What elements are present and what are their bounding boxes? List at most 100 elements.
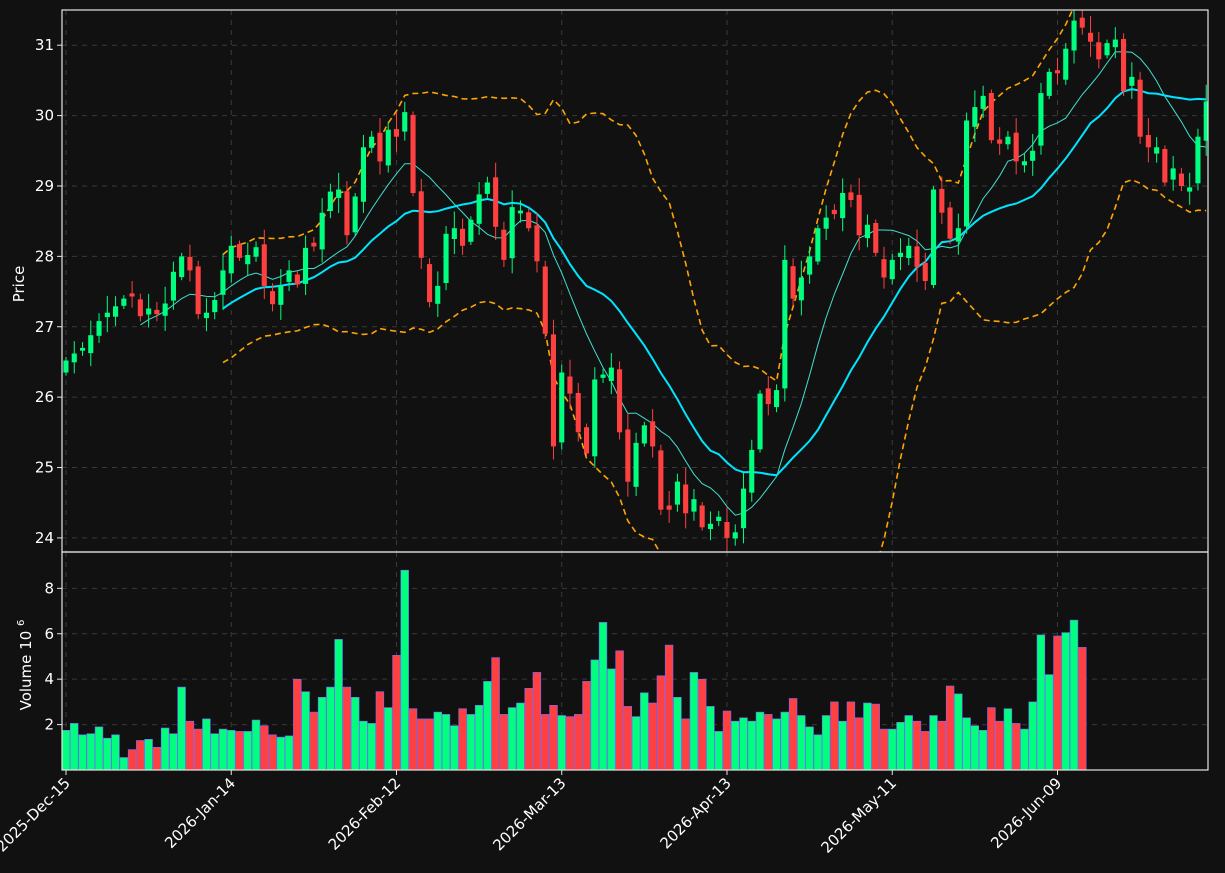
- candle-body: [311, 242, 317, 247]
- volume-bar: [350, 696, 360, 771]
- candle-body: [1038, 93, 1044, 146]
- candle-body: [724, 522, 730, 538]
- candle-body: [592, 379, 598, 457]
- volume-bar: [995, 720, 1004, 771]
- candle-body: [377, 132, 383, 162]
- date-tick-label: 2026-Jan-14: [161, 774, 239, 852]
- candle-body: [707, 523, 713, 529]
- candle-body: [757, 393, 763, 450]
- volume-bar: [640, 692, 649, 771]
- volume-bar: [218, 728, 228, 771]
- date-tick-label: 2026-Apr-13: [657, 774, 735, 852]
- candle-body: [418, 191, 424, 258]
- volume-bar: [1011, 723, 1021, 771]
- volume-bar: [681, 718, 690, 771]
- volume-bar: [317, 696, 327, 771]
- candle-body: [146, 308, 152, 315]
- volume-bar: [772, 718, 781, 771]
- volume-bar: [359, 720, 368, 771]
- volume-bar: [896, 721, 905, 771]
- volume-bar: [392, 654, 401, 771]
- candle-body: [352, 196, 358, 233]
- date-tick-label: 2025-Dec-15: [0, 774, 74, 855]
- candle-body: [360, 147, 366, 202]
- volume-bar: [879, 728, 889, 771]
- candle-body: [1021, 161, 1027, 166]
- volume-bar: [607, 668, 616, 771]
- volume-bar: [623, 706, 633, 771]
- volume-axis-exponent: 10: [17, 631, 35, 650]
- candle-body: [1071, 20, 1077, 51]
- candle-body: [699, 505, 705, 528]
- candle-body: [468, 219, 474, 242]
- candle-body: [228, 245, 234, 274]
- lower-band-line: [222, 178, 1207, 552]
- volume-bar: [904, 715, 913, 771]
- candle-body: [113, 306, 119, 317]
- volume-bar: [334, 639, 343, 771]
- volume-bar: [656, 675, 666, 771]
- candle-body: [1187, 187, 1193, 192]
- candle-body: [980, 95, 986, 109]
- candle-body: [807, 256, 813, 275]
- volume-bar: [631, 716, 641, 771]
- candle-body: [410, 114, 416, 193]
- date-tick-label: 2026-Jun-09: [987, 774, 1065, 852]
- candle-body: [947, 207, 953, 239]
- date-axis-ticks: 2025-Dec-15 2026-Jan-14 2026-Feb-12 2026-Ma…: [0, 770, 1065, 857]
- volume-bar: [243, 731, 252, 771]
- volume-tick-label: 8: [44, 579, 54, 597]
- volume-bar: [127, 749, 137, 771]
- ma-fast-line: [140, 51, 1207, 516]
- volume-bar: [152, 746, 162, 771]
- volume-bar: [755, 711, 765, 771]
- volume-bar: [293, 678, 302, 771]
- candle-body: [1005, 136, 1011, 145]
- candle-body: [1203, 101, 1208, 141]
- candle-body: [914, 246, 920, 267]
- candle-body: [1162, 149, 1168, 183]
- volume-bar: [367, 723, 376, 771]
- candle-body: [1178, 173, 1184, 186]
- candle-body: [1104, 43, 1110, 56]
- volume-bar: [491, 657, 500, 771]
- candle-body: [741, 488, 747, 529]
- volume-bar: [441, 714, 451, 771]
- volume-bar: [507, 707, 517, 771]
- candle-body: [319, 212, 325, 250]
- volume-bar: [516, 702, 525, 771]
- candle-body: [864, 224, 870, 239]
- volume-bar: [830, 701, 839, 771]
- volume-bar: [788, 698, 798, 771]
- candle-body: [137, 299, 143, 317]
- volume-bars: [61, 569, 1087, 771]
- candle-body: [303, 247, 309, 284]
- candle-body: [294, 274, 300, 285]
- candle-body: [493, 177, 499, 227]
- volume-bar: [887, 728, 897, 771]
- candle-body: [476, 194, 482, 224]
- candle-body: [567, 376, 573, 394]
- candle-body: [336, 189, 342, 198]
- upper-band-line: [222, 10, 1074, 383]
- candle-body: [732, 532, 738, 539]
- candlesticks: [63, 10, 1208, 552]
- price-axis-ticks: 24 25 26 27 28 29 30 31: [35, 36, 62, 547]
- candle-body: [121, 298, 127, 306]
- volume-bar: [722, 710, 732, 771]
- volume-bar: [301, 691, 310, 771]
- volume-bar: [94, 726, 104, 771]
- price-tick-label: 28: [35, 247, 54, 265]
- candle-body: [1030, 150, 1036, 161]
- volume-bar: [706, 706, 715, 771]
- candle-body: [212, 300, 218, 313]
- volume-bar: [284, 735, 294, 771]
- candle-body: [236, 244, 242, 258]
- volume-bar: [1053, 635, 1062, 771]
- date-tick-label: 2026-Mar-13: [489, 774, 569, 854]
- candle-body: [1046, 71, 1052, 96]
- candle-body: [327, 191, 333, 211]
- candle-body: [922, 262, 928, 281]
- volume-bar: [326, 686, 335, 771]
- candle-body: [393, 129, 399, 137]
